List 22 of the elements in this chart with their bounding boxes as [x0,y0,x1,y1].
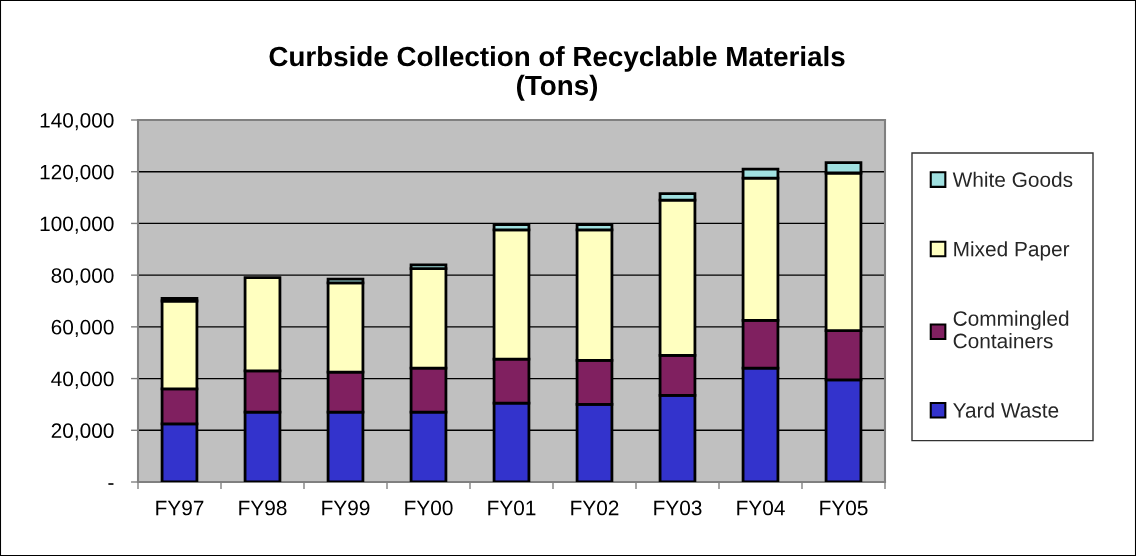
x-tick-label: FY03 [654,500,702,516]
y-tick-label: 20,000 [51,423,114,441]
y-tick-label: 140,000 [40,113,114,131]
y-tick-label: 40,000 [51,371,114,389]
y-tick-label: 100,000 [40,216,114,234]
x-tick-label: FY97 [156,500,204,516]
y-tick-label: - [108,483,114,485]
chart-title: Curbside Collection of Recyclable Materials (Tons) [269,45,845,101]
x-tick-label: FY00 [405,500,453,516]
x-tick-label: FY04 [737,500,785,516]
x-tick-label: FY99 [322,500,370,516]
x-tick-label: FY02 [571,500,619,516]
legend-label: Commingled Containers [953,310,1069,349]
x-tick-label: FY01 [488,500,536,516]
legend-label: Mixed Paper [954,241,1070,261]
x-tick-label: FY05 [820,500,868,516]
legend-label: Yard Waste [953,402,1059,418]
y-tick-label: 120,000 [40,164,114,182]
x-tick-label: FY98 [239,500,287,516]
y-tick-label: 80,000 [51,268,114,286]
legend-label: White Goods [952,171,1073,188]
y-tick-label: 60,000 [51,319,114,338]
